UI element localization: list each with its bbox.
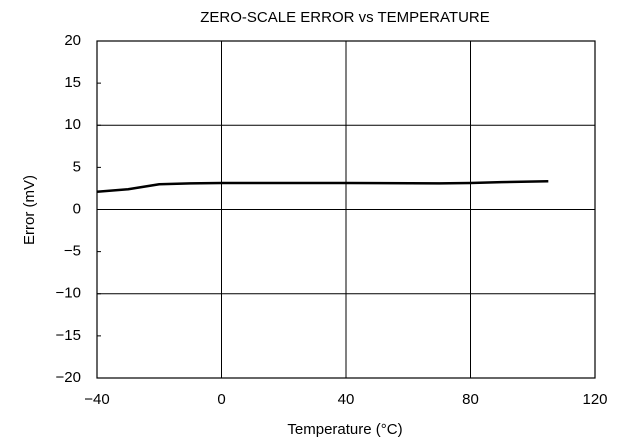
y-tick-label: −15 (56, 327, 81, 344)
x-tick-label: 120 (582, 391, 607, 408)
y-tick-label: 15 (64, 74, 81, 91)
y-tick-label: −5 (64, 243, 81, 260)
y-tick-label: 0 (73, 200, 81, 217)
x-tick-label: 0 (217, 391, 225, 408)
x-tick-label: −40 (84, 391, 109, 408)
y-tick-label: 10 (64, 116, 81, 133)
x-axis-label: Temperature (°C) (287, 421, 402, 438)
data-line (96, 180, 549, 194)
x-tick-label: 40 (338, 391, 355, 408)
y-tick-label: −10 (56, 285, 81, 302)
x-tick-label: 80 (462, 391, 479, 408)
y-tick-label: 5 (73, 158, 81, 175)
y-axis-label: Error (mV) (21, 175, 38, 245)
chart-title: ZERO-SCALE ERROR vs TEMPERATURE (200, 9, 489, 26)
y-tick-label: 20 (64, 32, 81, 49)
y-tick-label: −20 (56, 369, 81, 386)
